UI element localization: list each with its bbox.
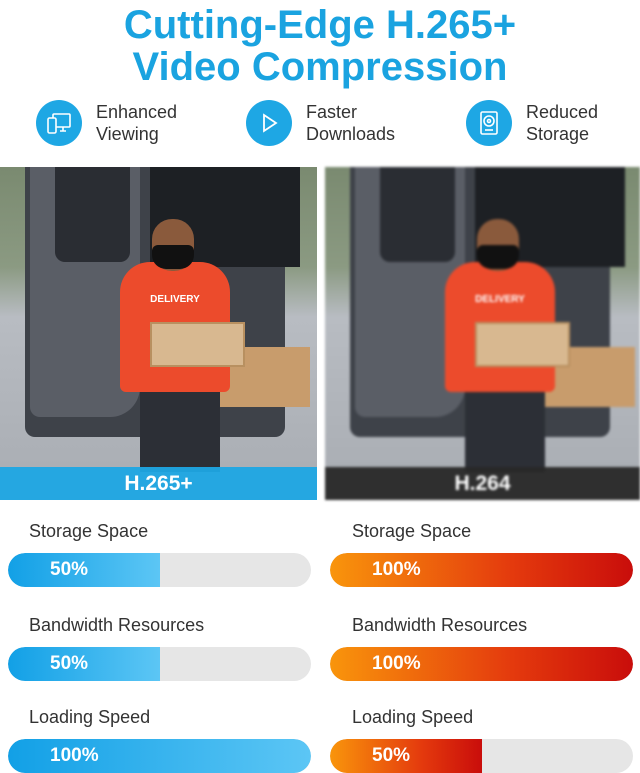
metric-label: Bandwidth Resources bbox=[352, 615, 528, 635]
metric-label: Storage Space bbox=[352, 521, 472, 541]
progress-fill: 100% bbox=[8, 739, 311, 773]
shirt-text: DELIVERY bbox=[475, 294, 525, 305]
progress-bar: 100% bbox=[8, 739, 311, 773]
progress-bar: 100% bbox=[330, 553, 633, 587]
photo-h265: DELIVERY H.265+ bbox=[0, 167, 317, 500]
progress-fill: 100% bbox=[330, 553, 633, 587]
headline-line1: Cutting-Edge H.265+ bbox=[123, 3, 517, 47]
progress-value: 50% bbox=[50, 653, 89, 674]
play-icon bbox=[246, 100, 292, 146]
feature-faster-downloads: Faster Downloads bbox=[246, 100, 395, 146]
headline-line2: Video Compression bbox=[132, 45, 508, 89]
feature-reduced-storage: Reduced Storage bbox=[466, 100, 598, 146]
feature-label: Downloads bbox=[306, 124, 396, 144]
feature-label: Enhanced bbox=[96, 102, 178, 122]
devices-icon bbox=[36, 100, 82, 146]
progress-value: 100% bbox=[50, 745, 99, 766]
progress-value: 100% bbox=[372, 653, 421, 674]
feature-label: Reduced bbox=[526, 102, 599, 122]
feature-label: Viewing bbox=[96, 124, 159, 144]
feature-label: Storage bbox=[526, 124, 590, 144]
progress-value: 50% bbox=[372, 745, 411, 766]
progress-fill: 50% bbox=[8, 553, 160, 587]
metric-label: Storage Space bbox=[29, 521, 149, 541]
shirt-text: DELIVERY bbox=[150, 294, 200, 305]
progress-bar: 100% bbox=[330, 647, 633, 681]
codec-label-h265: H.265+ bbox=[0, 467, 317, 500]
feature-label: Faster bbox=[306, 102, 358, 122]
progress-bar: 50% bbox=[330, 739, 633, 773]
codec-label-h264: H.264 bbox=[325, 467, 640, 500]
feature-enhanced-viewing: Enhanced Viewing bbox=[36, 100, 177, 146]
progress-fill: 50% bbox=[330, 739, 482, 773]
metric-label: Loading Speed bbox=[29, 707, 151, 727]
progress-bar: 50% bbox=[8, 647, 311, 681]
progress-value: 100% bbox=[372, 559, 421, 580]
progress-value: 50% bbox=[50, 559, 89, 580]
progress-fill: 50% bbox=[8, 647, 160, 681]
progress-fill: 100% bbox=[330, 647, 633, 681]
progress-bar: 50% bbox=[8, 553, 311, 587]
photo-h264: DELIVERY H.264 bbox=[325, 167, 640, 500]
metric-label: Loading Speed bbox=[352, 707, 474, 727]
hard-drive-icon bbox=[466, 100, 512, 146]
metric-label: Bandwidth Resources bbox=[29, 615, 205, 635]
